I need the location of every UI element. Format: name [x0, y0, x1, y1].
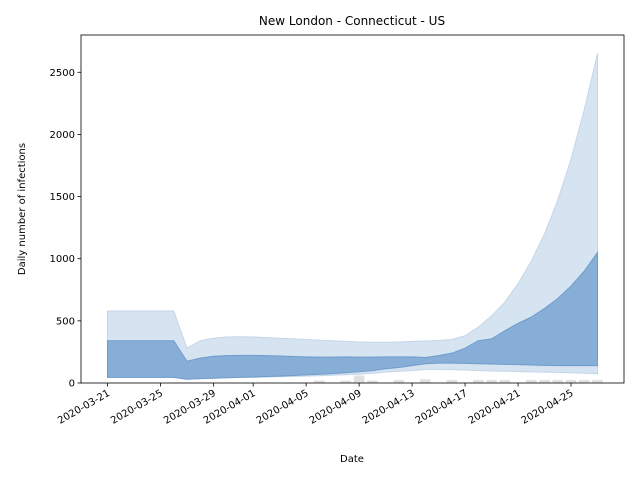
bar: [353, 375, 365, 383]
y-tick-label: 1000: [50, 254, 75, 265]
bar: [499, 379, 511, 383]
y-tick-label: 500: [56, 316, 75, 327]
bar: [473, 379, 484, 383]
bar: [525, 379, 537, 383]
y-tick-label: 0: [69, 379, 75, 390]
y-axis-label: Daily number of infections: [17, 143, 28, 275]
x-tick-label: 2020-04-25: [520, 388, 576, 427]
interval-band: [106, 250, 599, 380]
bar: [420, 379, 431, 383]
x-tick-label: 2020-04-05: [255, 388, 311, 427]
axes-frame: [80, 34, 625, 384]
bar: [314, 380, 325, 383]
bar: [393, 379, 405, 383]
y-tick-label: 2500: [50, 68, 75, 79]
bar: [592, 379, 603, 383]
bar: [552, 379, 564, 383]
x-tick-label: 2020-04-17: [414, 388, 470, 427]
x-tick-label: 2020-04-13: [361, 388, 417, 427]
bar: [486, 379, 497, 383]
plot-area: [106, 53, 603, 383]
chart-title: New London - Connecticut - US: [259, 14, 445, 28]
bar: [565, 379, 577, 383]
y-tick-label: 2000: [50, 130, 75, 141]
bar: [446, 379, 458, 383]
x-axis-label: Date: [340, 454, 364, 465]
x-tick-label: 2020-03-21: [56, 388, 112, 427]
bar: [340, 380, 352, 383]
x-tick-label: 2020-04-09: [308, 388, 364, 427]
y-tick-label: 1500: [50, 192, 75, 203]
x-tick-label: 2020-04-21: [467, 388, 523, 427]
bar: [578, 379, 590, 383]
bar: [367, 380, 378, 383]
bar: [539, 379, 550, 383]
x-tick-label: 2020-03-25: [109, 388, 165, 427]
